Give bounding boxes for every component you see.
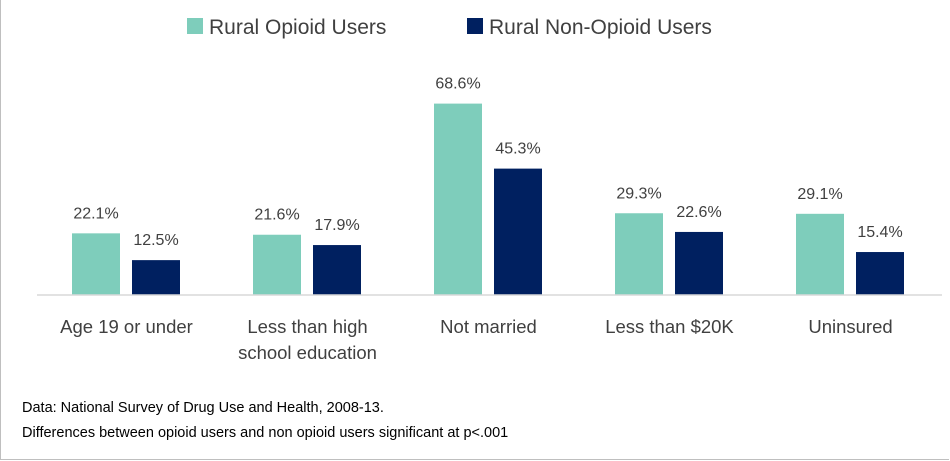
value-label-non-opioid-1: 17.9% <box>314 217 359 234</box>
value-label-opioid-3: 29.3% <box>616 185 661 202</box>
value-label-non-opioid-2: 45.3% <box>495 141 540 158</box>
significance-note: Differences between opioid users and non… <box>22 425 509 441</box>
value-label-opioid-4: 29.1% <box>797 186 842 203</box>
value-label-non-opioid-3: 22.6% <box>676 204 721 221</box>
category-label-2: Not married <box>440 316 537 337</box>
legend-label-non-opioid: Rural Non-Opioid Users <box>489 16 712 39</box>
category-label-line: Uninsured <box>808 316 892 337</box>
category-label-line: Less than $20K <box>605 316 734 337</box>
source-note: Data: National Survey of Drug Use and He… <box>22 400 384 416</box>
legend-label-opioid: Rural Opioid Users <box>209 16 386 39</box>
category-label-line: Age 19 or under <box>60 316 193 337</box>
bar-opioid-2 <box>434 103 482 295</box>
category-label-4: Uninsured <box>808 316 892 337</box>
value-label-opioid-2: 68.6% <box>435 76 480 93</box>
value-label-non-opioid-4: 15.4% <box>857 224 902 241</box>
legend: Rural Opioid Users Rural Non-Opioid Users <box>187 16 712 39</box>
value-labels-group: 22.1% 12.5% 21.6% 17.9% 68.6% 45.3% 29.3% 22.6%… <box>73 76 902 250</box>
value-label-opioid-1: 21.6% <box>254 207 299 224</box>
category-label-line: school education <box>238 342 377 363</box>
value-label-opioid-0: 22.1% <box>73 205 118 222</box>
bar-non-opioid-3 <box>675 231 723 295</box>
bar-non-opioid-0 <box>132 260 180 295</box>
category-label-3: Less than $20K <box>605 316 734 337</box>
legend-swatch-non-opioid <box>467 18 483 34</box>
category-label-line: Less than high <box>247 316 367 337</box>
category-label-1: Less than high school education <box>238 316 377 363</box>
bar-non-opioid-4 <box>856 252 904 295</box>
bar-opioid-1 <box>253 234 301 295</box>
category-label-line: Not married <box>440 316 537 337</box>
bar-non-opioid-1 <box>313 245 361 295</box>
bar-opioid-0 <box>72 233 120 295</box>
category-labels-group: Age 19 or under Less than high school educ… <box>60 316 893 363</box>
bars-group <box>72 103 904 295</box>
legend-swatch-opioid <box>187 18 203 34</box>
bar-opioid-3 <box>615 213 663 295</box>
bar-non-opioid-2 <box>494 168 542 295</box>
bar-opioid-4 <box>796 213 844 295</box>
value-label-non-opioid-0: 12.5% <box>133 232 178 249</box>
category-label-0: Age 19 or under <box>60 316 193 337</box>
